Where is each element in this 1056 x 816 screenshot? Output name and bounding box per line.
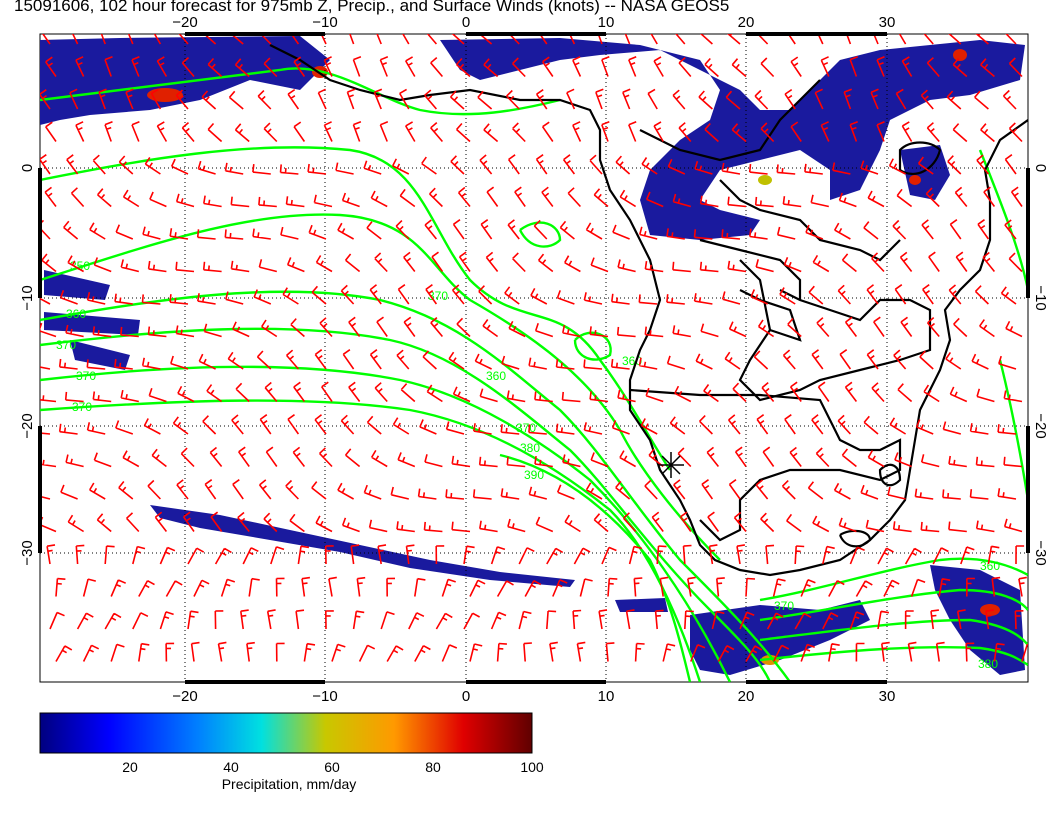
lon-tick-label: −10: [312, 688, 337, 705]
latitude-labels-right: 0 −10 −20 −30: [1032, 164, 1049, 566]
lon-tick-label: 0: [462, 688, 470, 705]
lon-tick-label: 0: [462, 14, 470, 31]
contour-labels: 360 370 370 370 350 360 370 380 390 360 …: [56, 259, 1000, 671]
precip-area-left: [44, 270, 110, 300]
colorbar-tick-label: 80: [425, 759, 441, 775]
colorbar-tick-label: 60: [324, 759, 340, 775]
wind-barb-field: [40, 34, 1028, 662]
lon-tick-label: 20: [738, 14, 755, 31]
lon-tick-label: −20: [172, 14, 197, 31]
precip-area-small: [615, 598, 668, 612]
contour-label: 390: [524, 468, 544, 482]
lon-tick-label: 20: [738, 688, 755, 705]
colorbar-label: Precipitation, mm/day: [221, 776, 357, 792]
precip-core-3: [758, 175, 772, 185]
contour-label: 370: [516, 421, 536, 435]
longitude-labels-top: −20 −10 0 10 20 30: [172, 14, 895, 31]
precip-area-left2: [44, 312, 140, 335]
colorbar-tick-label: 100: [520, 759, 544, 775]
lat-tick-label: −10: [1032, 285, 1049, 310]
contour-label: 380: [978, 657, 998, 671]
station-marker: [658, 452, 684, 478]
contour-label: 370: [72, 400, 92, 414]
map-title: 15091606, 102 hour forecast for 975mb Z,…: [14, 0, 730, 15]
lat-tick-label: −30: [1032, 540, 1049, 565]
contour-label: 360: [622, 354, 642, 368]
lon-tick-label: −20: [172, 688, 197, 705]
wind-barbs: [40, 34, 1028, 662]
precip-core-4: [953, 49, 967, 61]
contour-label: 360: [66, 307, 86, 321]
colorbar-ticks: 20 40 60 80 100: [122, 759, 544, 775]
colorbar: [39, 712, 533, 754]
coastlines: [269, 44, 1028, 577]
contour-label: 370: [56, 338, 76, 352]
latitude-labels-left: 0 −10 −20 −30: [19, 164, 36, 566]
lon-tick-label: 30: [879, 14, 896, 31]
precip-band-south: [150, 505, 575, 587]
precip-area-gulf: [440, 38, 1025, 240]
lon-tick-label: 30: [879, 688, 896, 705]
precip-area-nw: [40, 36, 330, 125]
lat-tick-label: −20: [19, 413, 36, 438]
contour-label: 370: [76, 369, 96, 383]
contour-label: 350: [70, 259, 90, 273]
lon-tick-label: −10: [312, 14, 337, 31]
contour-label: 360: [486, 369, 506, 383]
frame-tick-bars: [38, 32, 1030, 684]
lat-tick-label: −10: [19, 285, 36, 310]
lat-tick-label: −30: [19, 540, 36, 565]
lon-tick-label: 10: [598, 688, 615, 705]
lat-tick-label: 0: [1032, 164, 1049, 172]
colorbar-tick-label: 40: [223, 759, 239, 775]
colorbar-tick-label: 20: [122, 759, 138, 775]
contour-label: 380: [520, 441, 540, 455]
lat-tick-label: −20: [1032, 413, 1049, 438]
contour-label: 370: [774, 599, 794, 613]
longitude-labels-bottom: −20 −10 0 10 20 30: [172, 688, 895, 705]
precip-core-7: [909, 175, 921, 185]
contour-label: 360: [980, 559, 1000, 573]
lon-tick-label: 10: [598, 14, 615, 31]
lat-tick-label: 0: [19, 164, 36, 172]
